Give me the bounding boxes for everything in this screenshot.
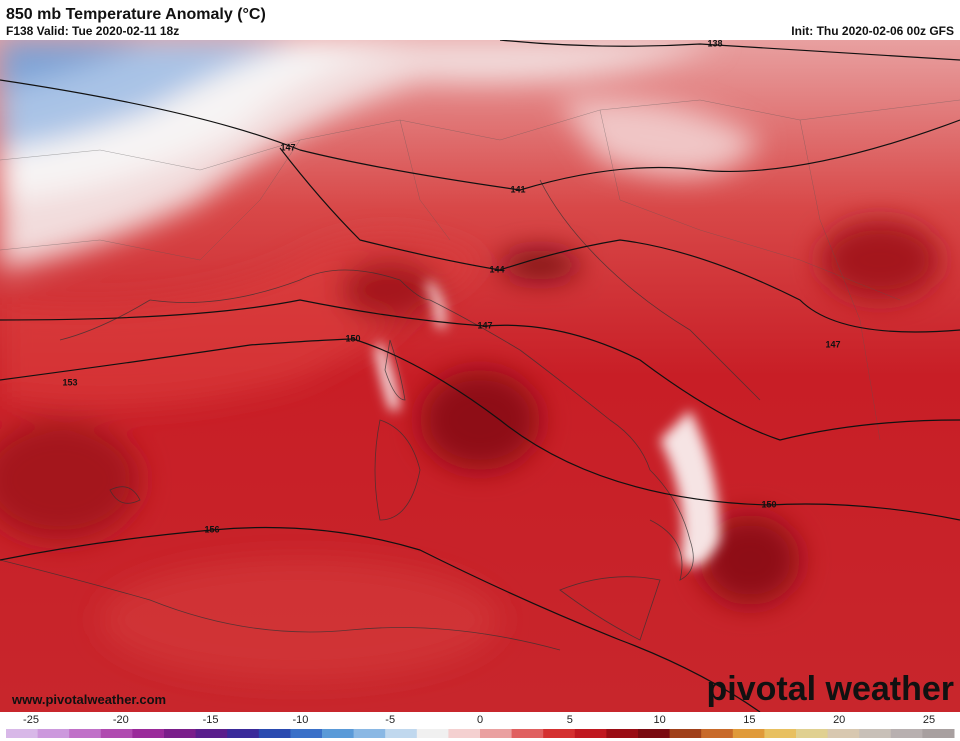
- init-time: Init: Thu 2020-02-06 00z GFS: [791, 24, 954, 38]
- colorbar-swatch: [480, 729, 513, 738]
- colorbar-swatch: [353, 729, 386, 738]
- colorbar-swatch: [69, 729, 102, 738]
- colorbar-tick-label: -15: [203, 714, 219, 726]
- colorbar-swatch: [448, 729, 481, 738]
- colorbar-swatch: [796, 729, 829, 738]
- colorbar-swatch: [890, 729, 923, 738]
- colorbar-swatch: [37, 729, 70, 738]
- contour-label: 147: [477, 320, 492, 330]
- logo: pivotal weather: [706, 670, 954, 708]
- contour-label: 150: [761, 499, 776, 509]
- colorbar-swatch: [859, 729, 892, 738]
- colorbar-swatch: [385, 729, 418, 738]
- colorbar-tick-label: 0: [477, 714, 483, 726]
- colorbar-tick-label: 20: [833, 714, 845, 726]
- colorbar-swatch: [606, 729, 639, 738]
- colorbar-swatch: [701, 729, 734, 738]
- coastlines: [0, 179, 761, 651]
- contour-label: 156: [204, 524, 219, 534]
- contours: [0, 40, 960, 712]
- colorbar-swatch: [322, 729, 355, 738]
- map: 138 147 141 144 147 150 153 156 150 147 www.pivot…: [0, 38, 960, 712]
- colorbar-tick-label: -10: [292, 714, 308, 726]
- title: 850 mb Temperature Anomaly (°C): [6, 6, 266, 23]
- contour-label: 147: [280, 142, 295, 152]
- colorbar-swatch: [764, 729, 797, 738]
- colorbar-tick-label: 10: [653, 714, 665, 726]
- colorbar-tick-label: 15: [743, 714, 755, 726]
- borders: [0, 99, 960, 441]
- contour-label: 147: [825, 339, 840, 349]
- colorbar-tick-label: -5: [385, 714, 395, 726]
- colorbar-swatch: [922, 729, 955, 738]
- colorbar-swatch: [416, 729, 449, 738]
- contour-label: 150: [345, 333, 360, 343]
- colorbar-swatch: [132, 729, 165, 738]
- colorbar-tick-label: -25: [23, 714, 39, 726]
- colorbar-swatch: [100, 729, 133, 738]
- contour-label: 138: [707, 38, 722, 48]
- colorbar: -25 -20 -15 -10 -5 0 5 10 15 20 25: [6, 714, 955, 738]
- contour-label: 141: [510, 184, 525, 194]
- colorbar-swatch: [574, 729, 607, 738]
- colorbar-swatch: [258, 729, 291, 738]
- colorbar-swatch: [290, 729, 323, 738]
- colorbar-tick-label: 5: [567, 714, 573, 726]
- colorbar-swatch: [732, 729, 765, 738]
- colorbar-swatch: [511, 729, 544, 738]
- website: www.pivotalweather.com: [11, 692, 166, 707]
- colorbar-swatch: [164, 729, 197, 738]
- colorbar-tick-label: 25: [923, 714, 935, 726]
- valid-time: F138 Valid: Tue 2020-02-11 18z: [6, 24, 179, 38]
- colorbar-swatch: [227, 729, 260, 738]
- contour-label: 153: [62, 377, 77, 387]
- contour-label: 144: [489, 264, 504, 274]
- colorbar-tick-label: -20: [113, 714, 129, 726]
- colorbar-swatch: [543, 729, 576, 738]
- colorbar-swatch: [638, 729, 671, 738]
- colorbar-swatch: [827, 729, 860, 738]
- colorbar-swatch: [195, 729, 228, 738]
- colorbar-swatch: [669, 729, 702, 738]
- colorbar-swatch: [6, 729, 39, 738]
